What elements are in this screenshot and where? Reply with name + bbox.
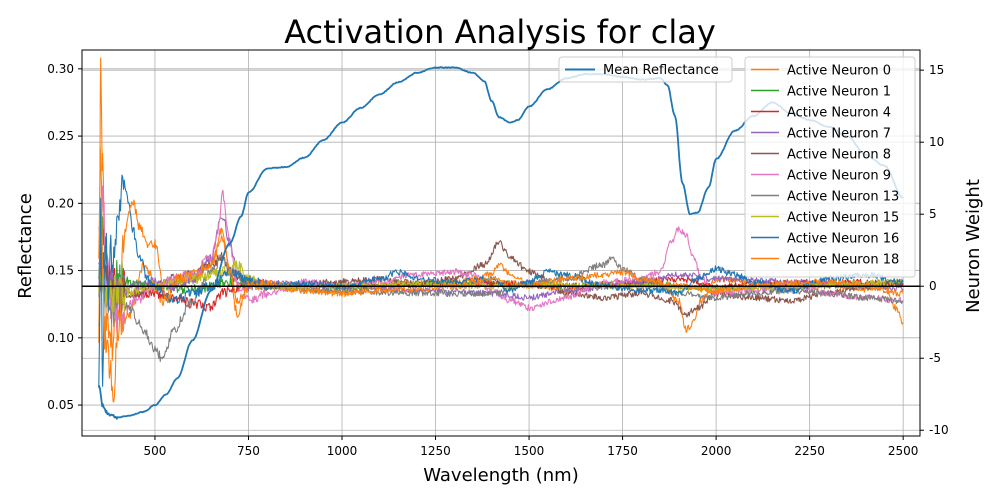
chart-title: Activation Analysis for clay xyxy=(284,13,716,51)
legend-neuron-label: Active Neuron 13 xyxy=(787,190,899,205)
x-axis-label: Wavelength (nm) xyxy=(423,465,579,486)
x-tick-label: 1750 xyxy=(607,444,638,458)
y-right-axis-ticks: -10 -5 0 5 10 15 xyxy=(920,63,949,437)
y-right-tick-label: 15 xyxy=(929,63,944,77)
legend-neurons-box xyxy=(744,56,916,278)
x-tick-label: 2250 xyxy=(794,444,825,458)
legend-neuron-label: Active Neuron 1 xyxy=(787,85,891,100)
y-right-tick-label: 10 xyxy=(929,135,944,149)
legend-neuron-label: Active Neuron 15 xyxy=(787,211,899,226)
legend-neuron-label: Active Neuron 4 xyxy=(787,106,891,121)
legend-mean: Mean Reflectance xyxy=(558,56,733,83)
neuron-trace-active-neuron-13 xyxy=(98,253,904,363)
y-left-tick-label: 0.25 xyxy=(47,129,74,143)
x-tick-label: 2500 xyxy=(888,444,919,458)
y-left-tick-label: 0.05 xyxy=(47,398,74,412)
legend-neuron-label: Active Neuron 18 xyxy=(787,253,899,268)
y-right-axis-label: Neuron Weight xyxy=(963,179,984,313)
neuron-trace-active-neuron-9 xyxy=(98,185,904,333)
y-right-tick-label: 0 xyxy=(929,279,937,293)
y-left-tick-label: 0.20 xyxy=(47,196,74,210)
y-left-tick-label: 0.15 xyxy=(47,264,74,278)
x-tick-label: 1000 xyxy=(327,444,358,458)
legend-neuron-label: Active Neuron 9 xyxy=(787,169,891,184)
y-left-tick-label: 0.30 xyxy=(47,62,74,76)
legend-neuron-label: Active Neuron 16 xyxy=(787,232,899,247)
y-right-tick-label: -10 xyxy=(929,423,949,437)
y-right-tick-label: -5 xyxy=(929,351,941,365)
legend-mean-label: Mean Reflectance xyxy=(603,63,719,78)
x-tick-label: 500 xyxy=(143,444,166,458)
legend-mean-box xyxy=(558,56,733,83)
x-axis-ticks: 500 750 1000 1250 1500 1750 2000 2250 2500 xyxy=(143,436,918,458)
x-tick-label: 1250 xyxy=(420,444,451,458)
x-tick-label: 1500 xyxy=(514,444,545,458)
y-left-axis-ticks: 0.05 0.10 0.15 0.20 0.25 0.30 xyxy=(47,62,82,412)
x-tick-label: 750 xyxy=(237,444,260,458)
legend-neuron-label: Active Neuron 7 xyxy=(787,127,891,142)
y-right-tick-label: 5 xyxy=(929,207,937,221)
y-left-tick-label: 0.10 xyxy=(47,331,74,345)
legend-neuron-label: Active Neuron 8 xyxy=(787,148,891,163)
plot-frame xyxy=(81,49,921,437)
legend-neurons: Active Neuron 0 Active Neuron 1 Active Neu… xyxy=(744,56,916,278)
y-left-axis-label: Reflectance xyxy=(15,193,36,299)
x-tick-label: 2000 xyxy=(701,444,732,458)
legend-neuron-label: Active Neuron 0 xyxy=(787,64,891,79)
